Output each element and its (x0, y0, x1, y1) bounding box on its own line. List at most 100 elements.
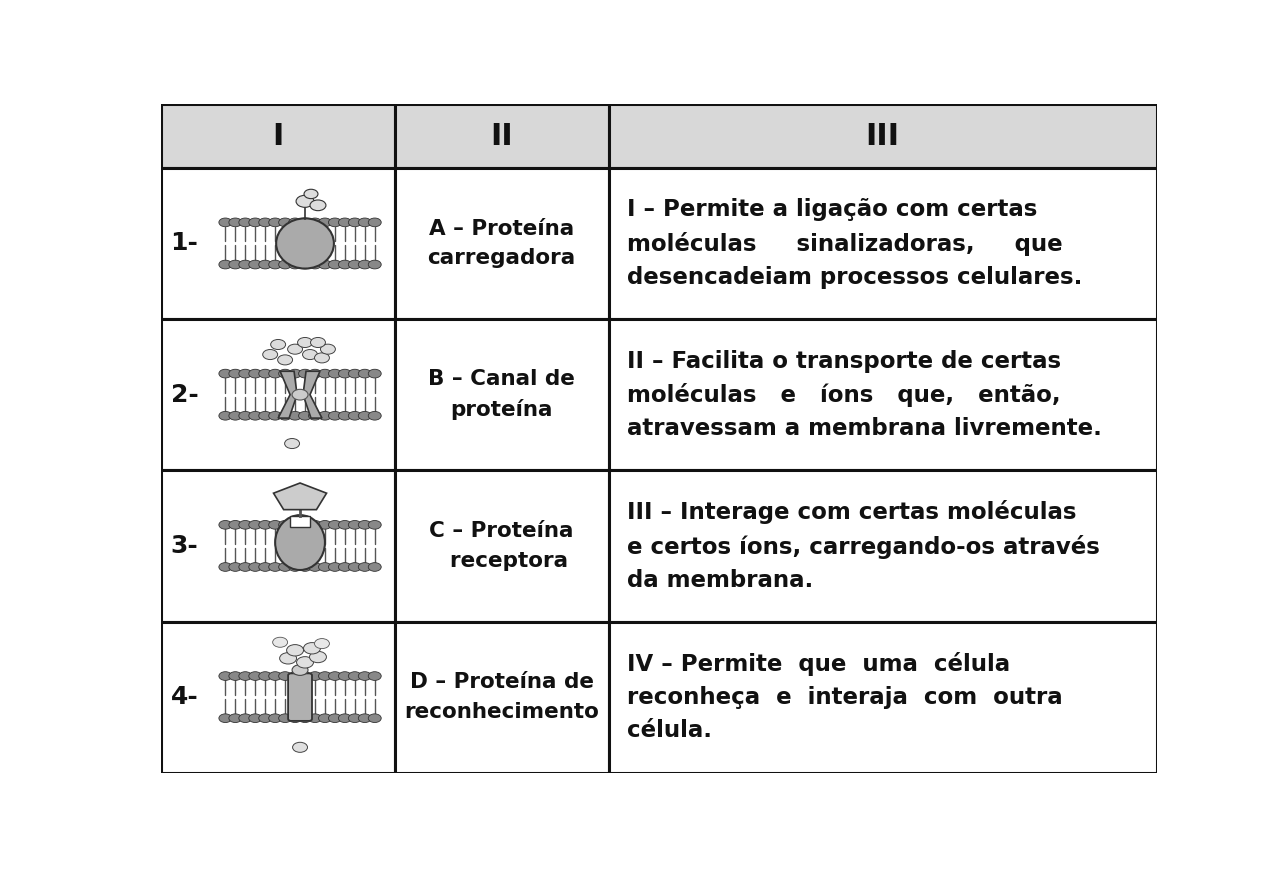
Circle shape (271, 340, 285, 349)
Circle shape (278, 355, 293, 365)
Circle shape (289, 521, 302, 529)
Circle shape (239, 672, 252, 680)
Circle shape (288, 344, 302, 355)
Circle shape (329, 369, 342, 378)
Polygon shape (274, 483, 326, 509)
Circle shape (308, 411, 321, 420)
Circle shape (338, 411, 351, 420)
Text: C – Proteína
  receptora: C – Proteína receptora (429, 521, 574, 571)
Circle shape (269, 411, 281, 420)
Circle shape (229, 562, 242, 571)
Circle shape (308, 562, 321, 571)
Circle shape (239, 521, 252, 529)
Circle shape (269, 218, 281, 227)
Circle shape (338, 218, 351, 227)
Circle shape (258, 713, 271, 722)
Circle shape (218, 218, 231, 227)
Circle shape (279, 260, 292, 269)
Circle shape (329, 562, 342, 571)
Bar (161, 470, 394, 621)
Circle shape (315, 639, 329, 648)
Circle shape (348, 411, 361, 420)
Bar (394, 168, 609, 319)
Circle shape (303, 642, 320, 654)
Bar (394, 319, 609, 470)
Circle shape (287, 645, 303, 656)
Circle shape (308, 672, 321, 680)
Circle shape (359, 713, 371, 722)
Circle shape (348, 713, 361, 722)
Circle shape (319, 713, 332, 722)
Circle shape (258, 369, 271, 378)
Circle shape (305, 189, 317, 199)
Text: 4-: 4- (171, 685, 198, 709)
Circle shape (262, 349, 278, 360)
Circle shape (218, 369, 231, 378)
Circle shape (239, 411, 252, 420)
Circle shape (279, 369, 292, 378)
Circle shape (218, 713, 231, 722)
Circle shape (269, 260, 281, 269)
Text: B – Canal de
proteína: B – Canal de proteína (428, 369, 576, 421)
Circle shape (249, 562, 262, 571)
Circle shape (229, 521, 242, 529)
Circle shape (359, 369, 371, 378)
Circle shape (308, 260, 321, 269)
Circle shape (319, 562, 332, 571)
Circle shape (359, 218, 371, 227)
Circle shape (311, 337, 325, 348)
Text: II: II (491, 122, 513, 150)
Circle shape (329, 411, 342, 420)
Circle shape (249, 260, 262, 269)
Circle shape (249, 713, 262, 722)
Circle shape (296, 196, 314, 208)
Circle shape (348, 260, 361, 269)
Circle shape (284, 439, 299, 448)
Circle shape (369, 521, 382, 529)
Bar (161, 621, 394, 773)
Circle shape (229, 369, 242, 378)
Circle shape (258, 260, 271, 269)
Circle shape (289, 672, 302, 680)
Circle shape (319, 672, 332, 680)
Circle shape (289, 260, 302, 269)
Circle shape (315, 353, 329, 363)
Circle shape (258, 411, 271, 420)
FancyBboxPatch shape (290, 516, 310, 527)
Circle shape (319, 369, 332, 378)
Text: 2-: 2- (171, 382, 198, 407)
Text: 1-: 1- (171, 231, 198, 255)
Circle shape (298, 672, 311, 680)
Circle shape (279, 218, 292, 227)
Circle shape (298, 713, 311, 722)
Circle shape (229, 411, 242, 420)
Circle shape (249, 218, 262, 227)
Circle shape (369, 369, 382, 378)
Circle shape (279, 562, 292, 571)
Circle shape (229, 713, 242, 722)
Circle shape (369, 260, 382, 269)
Circle shape (269, 521, 281, 529)
Circle shape (338, 562, 351, 571)
Text: II – Facilita o transporte de certas
moléculas   e   íons   que,   então,
atrave: II – Facilita o transporte de certas mol… (627, 349, 1101, 440)
Circle shape (329, 218, 342, 227)
Circle shape (369, 713, 382, 722)
Circle shape (369, 672, 382, 680)
Circle shape (249, 521, 262, 529)
Circle shape (218, 260, 231, 269)
Circle shape (269, 562, 281, 571)
Circle shape (329, 260, 342, 269)
Circle shape (359, 672, 371, 680)
Bar (161, 168, 394, 319)
Circle shape (338, 713, 351, 722)
Circle shape (218, 521, 231, 529)
Circle shape (298, 260, 311, 269)
Text: A – Proteína
carregadora: A – Proteína carregadora (428, 219, 576, 269)
FancyBboxPatch shape (288, 673, 312, 721)
Circle shape (289, 562, 302, 571)
Ellipse shape (275, 515, 325, 570)
Circle shape (258, 521, 271, 529)
Text: I – Permite a ligação com certas
moléculas     sinalizadoras,     que
desencadei: I – Permite a ligação com certas molécul… (627, 198, 1082, 289)
Text: D – Proteína de
reconhecimento: D – Proteína de reconhecimento (405, 673, 599, 722)
Ellipse shape (276, 218, 334, 269)
